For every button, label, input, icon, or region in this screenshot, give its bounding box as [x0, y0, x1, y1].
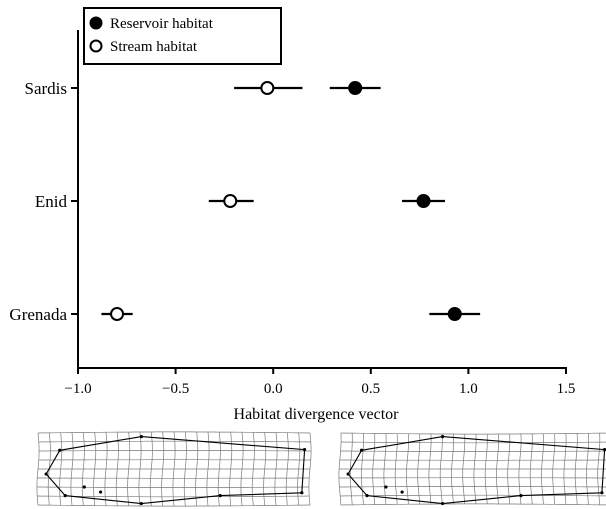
landmark-point	[139, 435, 143, 439]
y-axis: Sardis Enid Grenada	[9, 30, 79, 368]
legend-box	[83, 7, 282, 65]
stream-point	[110, 307, 125, 321]
landmark-point	[441, 435, 445, 439]
legend-label: Stream habitat	[110, 39, 198, 55]
y-tick-label: Enid	[35, 192, 68, 211]
grid-line	[37, 495, 310, 498]
landmark-point	[384, 485, 388, 489]
landmark-point	[139, 501, 143, 506]
x-tick-label: 1.5	[557, 381, 576, 397]
grid-line	[38, 440, 311, 443]
y-tick-label: Grenada	[9, 305, 67, 324]
reservoir-point	[447, 307, 462, 321]
x-tick-label: 0.0	[264, 381, 283, 397]
landmark-point	[302, 447, 307, 452]
landmark-point	[600, 491, 604, 495]
stream-point	[223, 194, 238, 208]
x-axis-title: Habitat divergence vector	[234, 406, 400, 423]
x-tick-label: 0.5	[361, 381, 380, 397]
legend-label: Reservoir habitat	[110, 16, 214, 32]
shape-panels	[36, 431, 606, 507]
landmark-point	[441, 501, 445, 506]
x-tick-label: −0.5	[162, 381, 189, 397]
legend-filled-circle-icon	[89, 16, 103, 30]
landmark-point	[346, 472, 350, 476]
stream-point	[260, 81, 275, 95]
landmark-point	[58, 448, 62, 452]
grid-line	[39, 450, 312, 452]
grid-line	[341, 441, 606, 444]
landmark-point	[82, 485, 86, 489]
landmark-point	[44, 472, 48, 476]
grid-line	[340, 494, 606, 497]
plot-area	[101, 81, 481, 321]
grid-line	[339, 486, 606, 488]
left-deformation-grid	[36, 431, 312, 507]
landmark-point	[98, 490, 103, 494]
landmark-point	[603, 447, 606, 452]
grid-line	[37, 504, 311, 507]
x-tick-label: 1.0	[459, 381, 478, 397]
grid-line	[340, 450, 606, 452]
landmark-point	[300, 491, 304, 495]
grid-line	[36, 486, 309, 488]
legend-open-circle-icon	[89, 39, 103, 53]
landmark-point	[400, 490, 404, 494]
reservoir-point	[416, 194, 431, 208]
x-tick-label: −1.0	[64, 381, 91, 397]
landmark-point	[365, 494, 369, 498]
grid-line	[340, 432, 606, 435]
right-deformation-grid	[338, 432, 606, 506]
grid-line	[37, 431, 311, 434]
grid-line	[340, 503, 606, 506]
landmark-point	[519, 494, 523, 498]
shape-outline	[45, 436, 306, 505]
x-axis: −1.0 −0.5 0.0 0.5 1.0 1.5 Habitat divergence v…	[64, 367, 576, 423]
y-tick-label: Sardis	[25, 79, 68, 98]
shape-outline	[347, 436, 606, 505]
legend: Reservoir habitat Stream habitat	[83, 7, 282, 65]
landmark-point	[63, 494, 67, 498]
reservoir-point	[348, 81, 363, 95]
landmark-point	[218, 494, 222, 498]
landmark-point	[360, 448, 364, 452]
